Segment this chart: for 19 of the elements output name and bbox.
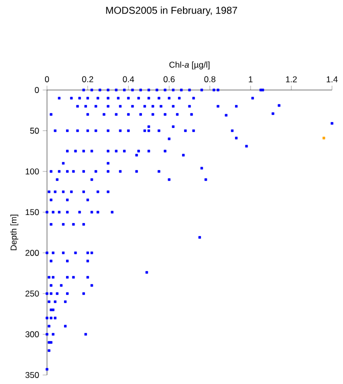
chart-title: MODS2005 in February, 1987 <box>106 6 238 16</box>
x-tick-label: 0 <box>44 76 50 82</box>
y-axis-title: Depth [m] <box>10 214 18 250</box>
y-tick-label: 200 <box>26 250 39 256</box>
y-tick-label: 350 <box>25 372 39 378</box>
x-tick-label: 1.4 <box>326 76 338 82</box>
x-axis-title: Chl-a [µg/l] <box>169 61 210 70</box>
x-tick-label: 1.2 <box>286 76 297 82</box>
y-tick-label: 0 <box>34 87 39 93</box>
y-tick-label: 300 <box>25 331 39 338</box>
x-tick-label: 0.4 <box>122 76 134 82</box>
x-tick-label: 0.8 <box>204 76 216 82</box>
y-tick-label: 250 <box>26 290 39 297</box>
x-tick-label: 0.2 <box>82 76 94 82</box>
y-tick-label: 100 <box>26 168 39 174</box>
x-tick-label: 0.6 <box>164 76 175 82</box>
y-tick-label: 150 <box>26 209 39 216</box>
x-tick-label: 1 <box>248 76 253 82</box>
y-tick-label: 50 <box>30 128 39 134</box>
